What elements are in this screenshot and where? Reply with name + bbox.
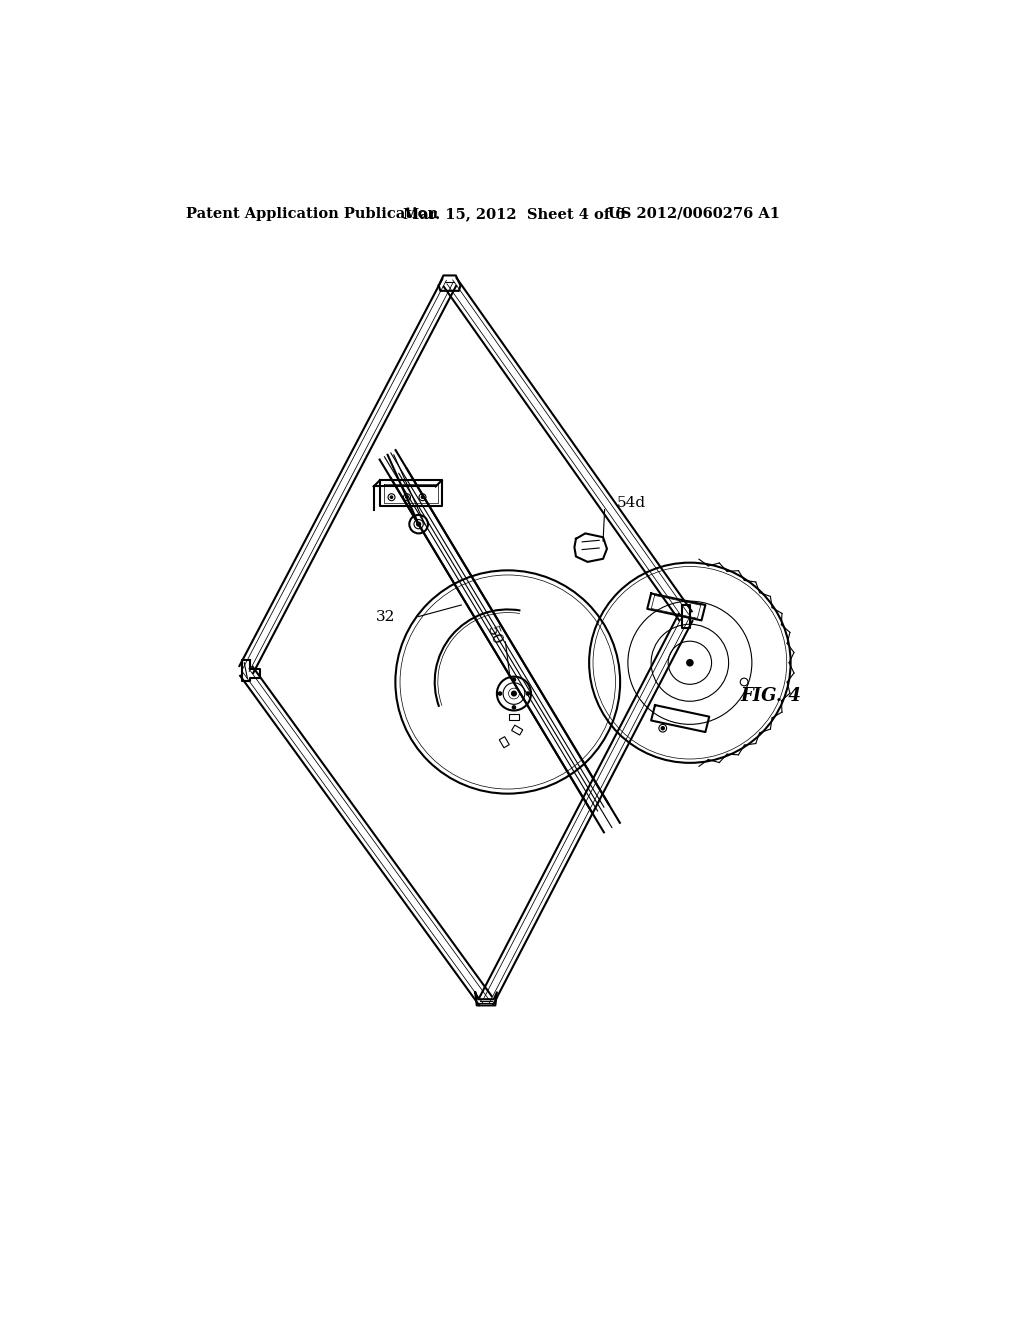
Circle shape (406, 496, 409, 499)
Text: FIG. 4: FIG. 4 (740, 686, 801, 705)
Bar (500, 737, 509, 747)
Text: 32: 32 (376, 610, 395, 623)
Circle shape (662, 726, 665, 730)
Circle shape (512, 692, 516, 696)
Text: 50: 50 (484, 624, 504, 647)
Text: Patent Application Publication: Patent Application Publication (186, 207, 438, 220)
Circle shape (498, 692, 503, 696)
Circle shape (417, 523, 421, 527)
Text: 54d: 54d (616, 496, 645, 511)
Circle shape (512, 705, 516, 710)
Circle shape (687, 660, 693, 665)
Circle shape (525, 692, 530, 696)
Text: US 2012/0060276 A1: US 2012/0060276 A1 (608, 207, 780, 220)
Circle shape (421, 496, 424, 499)
Circle shape (512, 677, 516, 682)
Bar (509, 714, 518, 719)
Circle shape (390, 496, 392, 499)
Bar (512, 725, 523, 735)
Text: Mar. 15, 2012  Sheet 4 of 6: Mar. 15, 2012 Sheet 4 of 6 (403, 207, 626, 220)
